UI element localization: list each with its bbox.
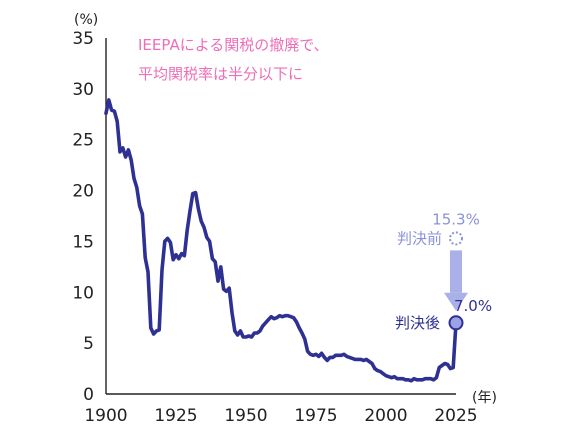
- x-tick-label: 1900: [84, 406, 127, 426]
- x-tick-label: 1925: [154, 406, 197, 426]
- arrow-shaft: [450, 250, 462, 293]
- series-line: [104, 98, 458, 383]
- y-tick-label: 30: [72, 80, 94, 100]
- x-tick-labels: 1900 1925 1950 1975 2000 2025: [84, 406, 477, 426]
- before-value-label: 15.3%: [432, 210, 480, 228]
- y-tick-labels: 0 5 10 15 20 25 30 35: [72, 29, 94, 405]
- y-unit-label: (%): [74, 12, 98, 28]
- annotation-line-2: 平均関税率は半分以下に: [138, 65, 303, 83]
- after-ruling-label: 判決後: [395, 314, 440, 332]
- x-tick-label: 1950: [224, 406, 267, 426]
- marker-before-ruling: [449, 231, 463, 246]
- y-tick-label: 5: [83, 334, 94, 354]
- y-tick-label: 25: [72, 131, 94, 151]
- x-tick-label: 2000: [364, 406, 407, 426]
- marker-after-ruling: [448, 315, 464, 331]
- annotation-line-1: IEEPAによる関税の撤廃で、: [138, 36, 329, 54]
- y-tick-label: 15: [72, 232, 94, 252]
- x-tick-label: 1975: [294, 406, 337, 426]
- x-unit-label: (年): [472, 390, 497, 406]
- x-tick-label: 2025: [434, 406, 477, 426]
- y-tick-label: 0: [83, 385, 94, 405]
- after-value-label: 7.0%: [454, 297, 492, 315]
- y-tick-label: 10: [72, 283, 94, 303]
- before-after-arrow: [444, 250, 468, 311]
- arrow-head: [444, 292, 468, 311]
- y-tick-label: 20: [72, 182, 94, 202]
- y-tick-label: 35: [72, 29, 94, 49]
- annotation: IEEPAによる関税の撤廃で、 平均関税率は半分以下に: [138, 36, 329, 83]
- before-ruling-label: 判決前: [397, 229, 442, 247]
